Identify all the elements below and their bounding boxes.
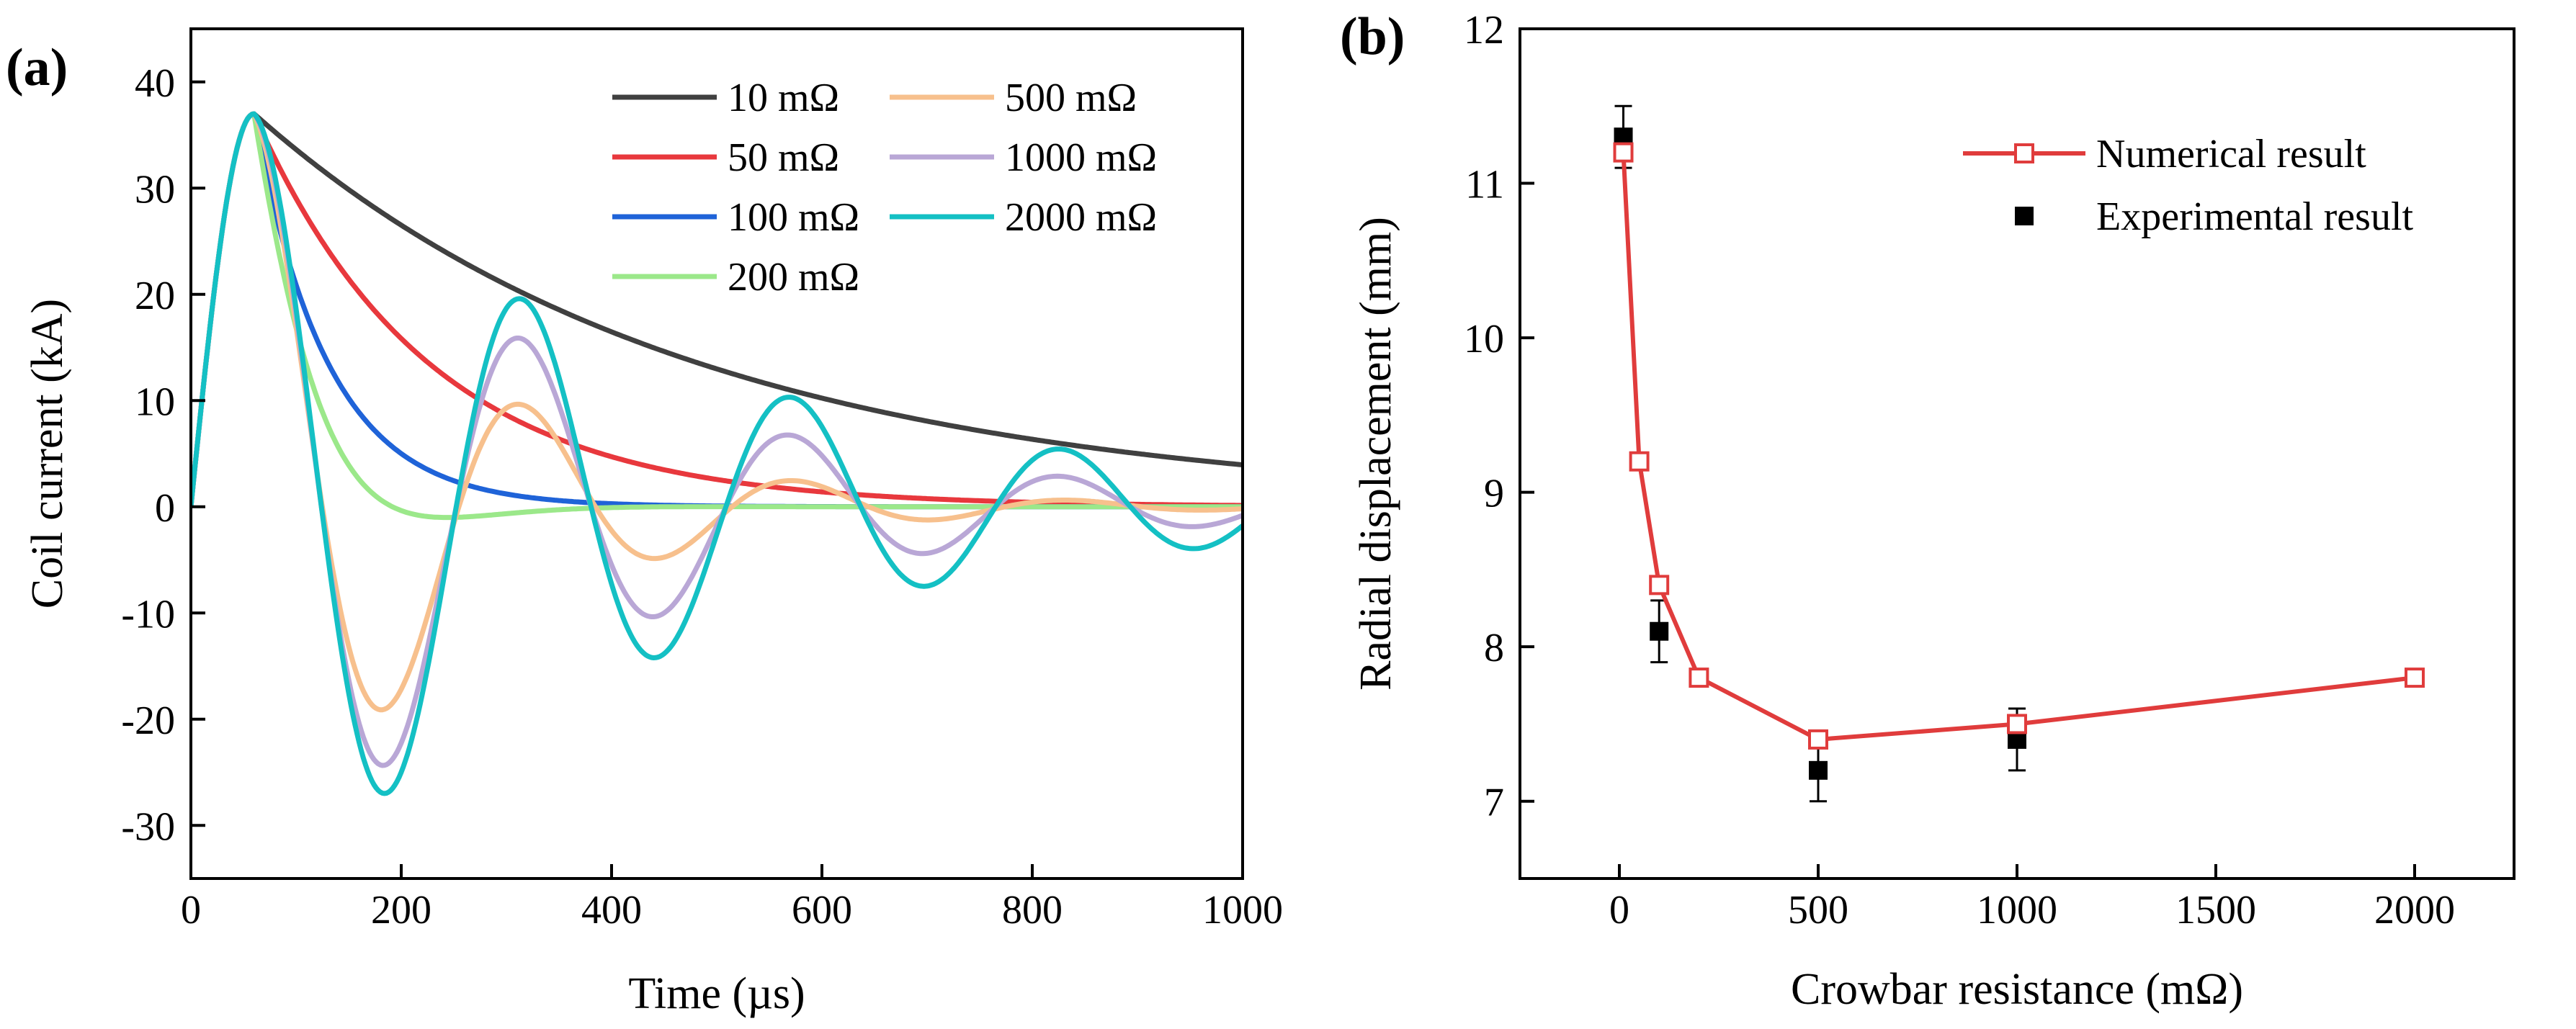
panel-b-x-tick-label: 500 bbox=[1788, 888, 1848, 933]
legend-swatch-experimental-marker bbox=[2015, 207, 2034, 225]
panel-a-y-tick-label: 20 bbox=[135, 274, 175, 318]
panel-b-series-group bbox=[1613, 104, 2425, 803]
panel-a-x-tick-label: 400 bbox=[581, 888, 642, 933]
panel-a-x-tick-label: 0 bbox=[181, 888, 201, 933]
panel-a-y-tick-label: 30 bbox=[135, 167, 175, 212]
panel-a-x-tick-label: 600 bbox=[792, 888, 852, 933]
panel-a-y-axis-title: Coil current (kA) bbox=[23, 299, 72, 608]
numerical-point bbox=[1629, 451, 1650, 472]
panel-a-series-group bbox=[191, 111, 1243, 796]
series-line-10-mΩ bbox=[191, 111, 1243, 508]
legend-label-200-mΩ: 200 mΩ bbox=[728, 255, 859, 300]
panel-b-y-tick-label: 8 bbox=[1484, 626, 1504, 670]
panel-b-y-tick-label: 12 bbox=[1464, 8, 1504, 53]
panel-b-legend[interactable]: Numerical result Experimental result bbox=[1963, 132, 2414, 239]
panel-b-y-axis-title: Radial displacement (mm) bbox=[1351, 217, 1400, 691]
panel-a-y-tick-label: -20 bbox=[121, 698, 175, 743]
panel-b-scatter-chart: (b) 0 500 1000 1500 2000 7 8 9 10 11 12 Crowbar r… bbox=[1340, 7, 2515, 1014]
panel-a-plot-frame bbox=[189, 27, 1244, 880]
experimental-point bbox=[1809, 760, 1828, 780]
panel-b-x-tick-label: 0 bbox=[1609, 888, 1629, 933]
panel-a-x-tick-label: 1000 bbox=[1202, 888, 1283, 933]
series-line-200-mΩ bbox=[191, 111, 1243, 521]
numerical-line bbox=[1621, 152, 2415, 742]
legend-label-numerical: Numerical result bbox=[2096, 132, 2366, 176]
numerical-point bbox=[1689, 668, 1709, 688]
panel-a-line-chart: (a) 0 200 400 600 800 1000 -30 -20 -10 0 10 20 30 40… bbox=[6, 27, 1283, 1018]
panel-a-y-axis: -30 -20 -10 0 10 20 30 40 bbox=[121, 61, 205, 849]
legend-label-100-mΩ: 100 mΩ bbox=[728, 195, 859, 240]
panel-a-legend[interactable]: 10 mΩ 50 mΩ 100 mΩ 200 mΩ 500 mΩ 1000 mΩ 2000 … bbox=[612, 76, 1157, 300]
panel-a-x-tick-label: 800 bbox=[1002, 888, 1063, 933]
panel-b-y-tick-label: 7 bbox=[1484, 781, 1504, 825]
panel-b-y-tick-label: 10 bbox=[1464, 317, 1504, 361]
numerical-point bbox=[2007, 714, 2027, 734]
panel-a-x-tick-label: 200 bbox=[371, 888, 431, 933]
legend-swatch-numerical-marker bbox=[2014, 143, 2034, 163]
panel-b-y-tick-label: 9 bbox=[1484, 472, 1504, 516]
series-line-50-mΩ bbox=[191, 111, 1243, 508]
series-line-1000-mΩ bbox=[191, 111, 1243, 768]
panel-a-x-axis: 0 200 400 600 800 1000 bbox=[181, 864, 1283, 933]
panel-b-y-tick-label: 11 bbox=[1465, 163, 1504, 207]
numerical-point bbox=[1613, 142, 1634, 163]
numerical-point bbox=[1649, 575, 1670, 596]
panel-a-y-tick-label: 10 bbox=[135, 379, 175, 424]
experimental-point bbox=[1650, 621, 1669, 641]
panel-a-y-tick-label: -30 bbox=[121, 804, 175, 849]
legend-label-50-mΩ: 50 mΩ bbox=[728, 135, 839, 180]
series-line-2000-mΩ bbox=[191, 111, 1243, 796]
numerical-point bbox=[1808, 729, 1828, 750]
panel-b-x-tick-label: 1500 bbox=[2175, 888, 2256, 933]
legend-label-1000-mΩ: 1000 mΩ bbox=[1005, 135, 1157, 180]
legend-label-10-mΩ: 10 mΩ bbox=[728, 76, 839, 120]
legend-label-2000-mΩ: 2000 mΩ bbox=[1005, 195, 1157, 240]
panel-b-x-axis: 0 500 1000 1500 2000 bbox=[1609, 864, 2455, 933]
legend-label-experimental: Experimental result bbox=[2096, 194, 2414, 239]
panel-b-x-tick-label: 1000 bbox=[1977, 888, 2057, 933]
panel-a-y-tick-label: -10 bbox=[121, 592, 175, 637]
panel-b-x-tick-label: 2000 bbox=[2374, 888, 2455, 933]
panel-a-y-tick-label: 0 bbox=[155, 486, 175, 531]
panel-b-y-axis: 7 8 9 10 11 12 bbox=[1464, 8, 1534, 825]
panel-b-label: (b) bbox=[1340, 7, 1405, 66]
legend-label-500-mΩ: 500 mΩ bbox=[1005, 76, 1137, 120]
panel-a-x-axis-title: Time (µs) bbox=[628, 969, 805, 1018]
panel-a-y-tick-label: 40 bbox=[135, 61, 175, 106]
panel-a-label: (a) bbox=[6, 38, 68, 97]
numerical-point bbox=[2405, 668, 2425, 688]
panel-b-x-axis-title: Crowbar resistance (mΩ) bbox=[1791, 965, 2243, 1014]
